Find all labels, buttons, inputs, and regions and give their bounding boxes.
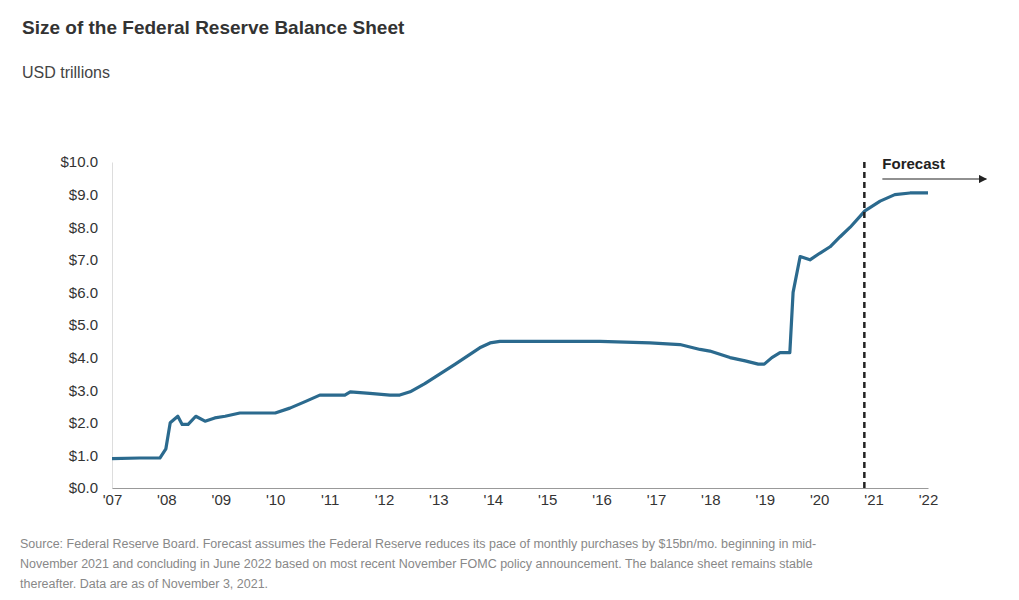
x-tick-label: '22 (919, 491, 939, 508)
x-tick: '15 (538, 488, 558, 508)
annotations: Forecast (864, 155, 986, 488)
plot-area (112, 193, 928, 459)
y-tick: $5.0 (69, 316, 112, 333)
x-tick-label: '16 (592, 491, 612, 508)
y-axis: $0.0 $1.0 $2.0 $3.0 $4.0 $5.0 $6.0 $7.0 $8.0 $9.0… (60, 153, 112, 496)
chart: Size of the Federal Reserve Balance Shee… (0, 0, 1019, 600)
x-axis-line (113, 488, 929, 489)
y-tick-label: $0.0 (69, 479, 98, 496)
forecast-label: Forecast (882, 155, 945, 172)
x-tick-label: '11 (321, 491, 339, 508)
x-tick: '14 (484, 488, 504, 508)
x-tick: '17 (647, 488, 667, 508)
x-tick-label: '08 (157, 491, 177, 508)
x-tick-label: '12 (375, 491, 395, 508)
footnote-line: Source: Federal Reserve Board. Forecast … (20, 537, 816, 551)
x-tick-label: '20 (810, 491, 830, 508)
y-tick-label: $6.0 (69, 284, 98, 301)
footnote-line: thereafter. Data are as of November 3, 2… (20, 577, 268, 591)
x-tick-label: '07 (103, 491, 123, 508)
x-tick: '07 (103, 488, 123, 508)
x-tick: '21 (864, 488, 884, 508)
x-tick: '09 (212, 488, 232, 508)
x-tick: '11 (321, 488, 339, 508)
balance-sheet-line (112, 193, 928, 459)
footnote-line: November 2021 and concluding in June 202… (20, 557, 813, 571)
x-tick: '10 (266, 488, 286, 508)
title: Size of the Federal Reserve Balance Shee… (22, 17, 405, 38)
forecast-divider (863, 162, 866, 488)
y-tick-label: $1.0 (69, 447, 98, 464)
y-tick: $6.0 (69, 284, 112, 301)
x-tick-label: '18 (701, 491, 721, 508)
y-tick: $4.0 (69, 349, 112, 366)
y-tick-label: $10.0 (60, 153, 98, 170)
x-tick: '20 (810, 488, 830, 508)
y-tick-label: $8.0 (69, 219, 98, 236)
x-tick: '13 (429, 488, 449, 508)
y-tick: $1.0 (69, 447, 112, 464)
x-tick: '19 (756, 488, 776, 508)
x-tick-label: '15 (538, 491, 558, 508)
x-tick: '08 (157, 488, 177, 508)
y-tick-label: $5.0 (69, 316, 98, 333)
x-tick: '18 (701, 488, 721, 508)
x-tick-label: '21 (864, 491, 884, 508)
y-tick: $9.0 (69, 186, 112, 203)
x-tick-label: '13 (429, 491, 449, 508)
forecast-arrow (882, 178, 986, 179)
x-tick-label: '10 (266, 491, 286, 508)
y-tick-label: $7.0 (69, 251, 98, 268)
x-tick-label: '14 (484, 491, 504, 508)
y-tick: $8.0 (69, 219, 112, 236)
y-tick: $10.0 (60, 153, 112, 170)
x-tick-label: '17 (647, 491, 667, 508)
x-tick: '22 (919, 488, 939, 508)
x-tick: '12 (375, 488, 395, 508)
y-tick-label: $9.0 (69, 186, 98, 203)
y-tick-label: $2.0 (69, 414, 98, 431)
x-axis: '07 '08 '09 '10 '11 '12 '13 '14 '15 '16 '17 '18 '19 '… (103, 488, 939, 508)
x-tick-label: '09 (212, 491, 232, 508)
y-tick: $3.0 (69, 382, 112, 399)
footnote: Source: Federal Reserve Board. Forecast … (20, 537, 816, 591)
x-tick-label: '19 (756, 491, 776, 508)
x-tick: '16 (592, 488, 612, 508)
y-tick: $7.0 (69, 251, 112, 268)
subtitle: USD trillions (22, 64, 110, 81)
y-tick: $2.0 (69, 414, 112, 431)
y-axis-line (112, 163, 113, 489)
y-tick-label: $4.0 (69, 349, 98, 366)
y-tick-label: $3.0 (69, 382, 98, 399)
